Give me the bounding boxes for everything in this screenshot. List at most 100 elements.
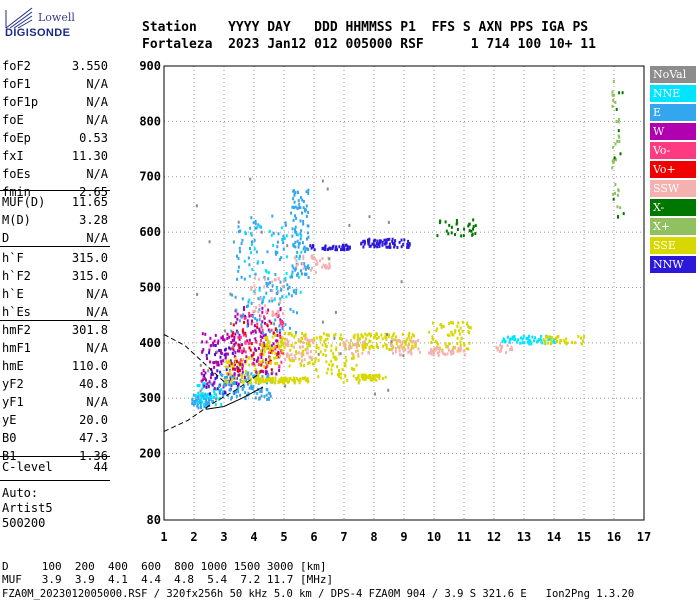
echo-point [461,320,464,324]
echo-point [542,338,545,342]
echo-point [245,379,247,383]
echo-point [237,386,240,390]
echo-point [395,342,398,346]
x-tick-label: 4 [250,530,257,544]
echo-point [357,376,360,380]
echo-point [220,336,223,340]
echo-point [274,318,277,322]
param-name: h`Es [2,305,31,319]
param-row: hmF2 301.8 [2,323,108,341]
echo-point [220,388,223,392]
echo-point [288,380,291,384]
echo-point [206,403,209,407]
echo-point [267,374,270,378]
echo-point [241,329,244,333]
echo-point [622,212,625,216]
echo-point [352,355,355,359]
echo-point [431,337,434,341]
echo-point [282,342,285,346]
echo-point [288,292,290,296]
echo-point [317,375,320,379]
echo-point [383,238,386,242]
echo-point [453,345,456,349]
echo-point [291,270,294,274]
echo-point [210,394,213,398]
echo-point [252,309,255,313]
echo-point [268,229,271,233]
echo-point [224,391,227,395]
echo-point [244,369,247,373]
echo-point [472,218,475,222]
echo-point [238,368,241,372]
echo-point [324,264,327,267]
echo-point [279,322,282,326]
echo-point [292,310,295,314]
echo-point [509,348,512,352]
echo-point [260,230,263,234]
echo-point [278,378,281,382]
echo-point [315,346,318,349]
echo-point [233,372,236,376]
echo-point [237,225,240,229]
echo-point [233,381,236,385]
echo-point [226,375,228,379]
echo-point [322,352,325,356]
echo-point [300,336,303,340]
echo-point [324,338,327,342]
echo-point [450,320,453,324]
echo-point [284,221,287,225]
x-tick-label: 11 [457,530,471,544]
echo-point [233,338,236,342]
echo-point [304,250,307,254]
echo-point [352,374,355,378]
echo-point [533,339,535,343]
echo-point [213,392,216,396]
echo-point [432,347,435,351]
echo-point [296,272,299,276]
echo-point [415,340,417,344]
echo-point [204,332,207,336]
echo-point [259,297,262,301]
echo-point [266,338,269,342]
echo-point [394,346,397,350]
echo-point [247,304,250,308]
legend-item: Vo- [650,142,696,159]
echo-point [540,338,543,342]
echo-point [311,362,314,366]
echo-point [617,129,620,133]
echo-point [211,371,213,375]
echo-point [456,228,459,231]
echo-point [195,394,198,398]
echo-point [218,389,221,393]
echo-point [216,350,219,354]
echo-point [266,345,269,349]
echo-point [387,335,390,338]
echo-point [254,226,257,230]
echo-point [224,365,227,369]
echo-point [341,367,344,371]
echo-point [355,363,358,367]
echo-point [384,332,387,336]
echo-point [231,338,234,342]
echo-point [305,272,308,276]
echo-point [462,234,465,237]
echo-point [234,350,237,354]
echo-point [243,277,246,281]
echo-point [335,348,338,352]
echo-point [315,350,318,354]
echo-point [230,341,233,344]
echo-point [230,395,233,399]
echo-point [281,327,284,331]
echo-point [247,356,250,360]
echo-point [406,245,409,249]
echo-point [237,382,240,386]
echo-point [236,384,239,388]
echo-point [217,397,220,401]
echo-point [250,322,253,326]
echo-point [279,297,282,301]
echo-point [263,364,266,368]
echo-point [393,243,396,247]
echo-point [263,295,265,299]
echo-point [267,361,270,365]
